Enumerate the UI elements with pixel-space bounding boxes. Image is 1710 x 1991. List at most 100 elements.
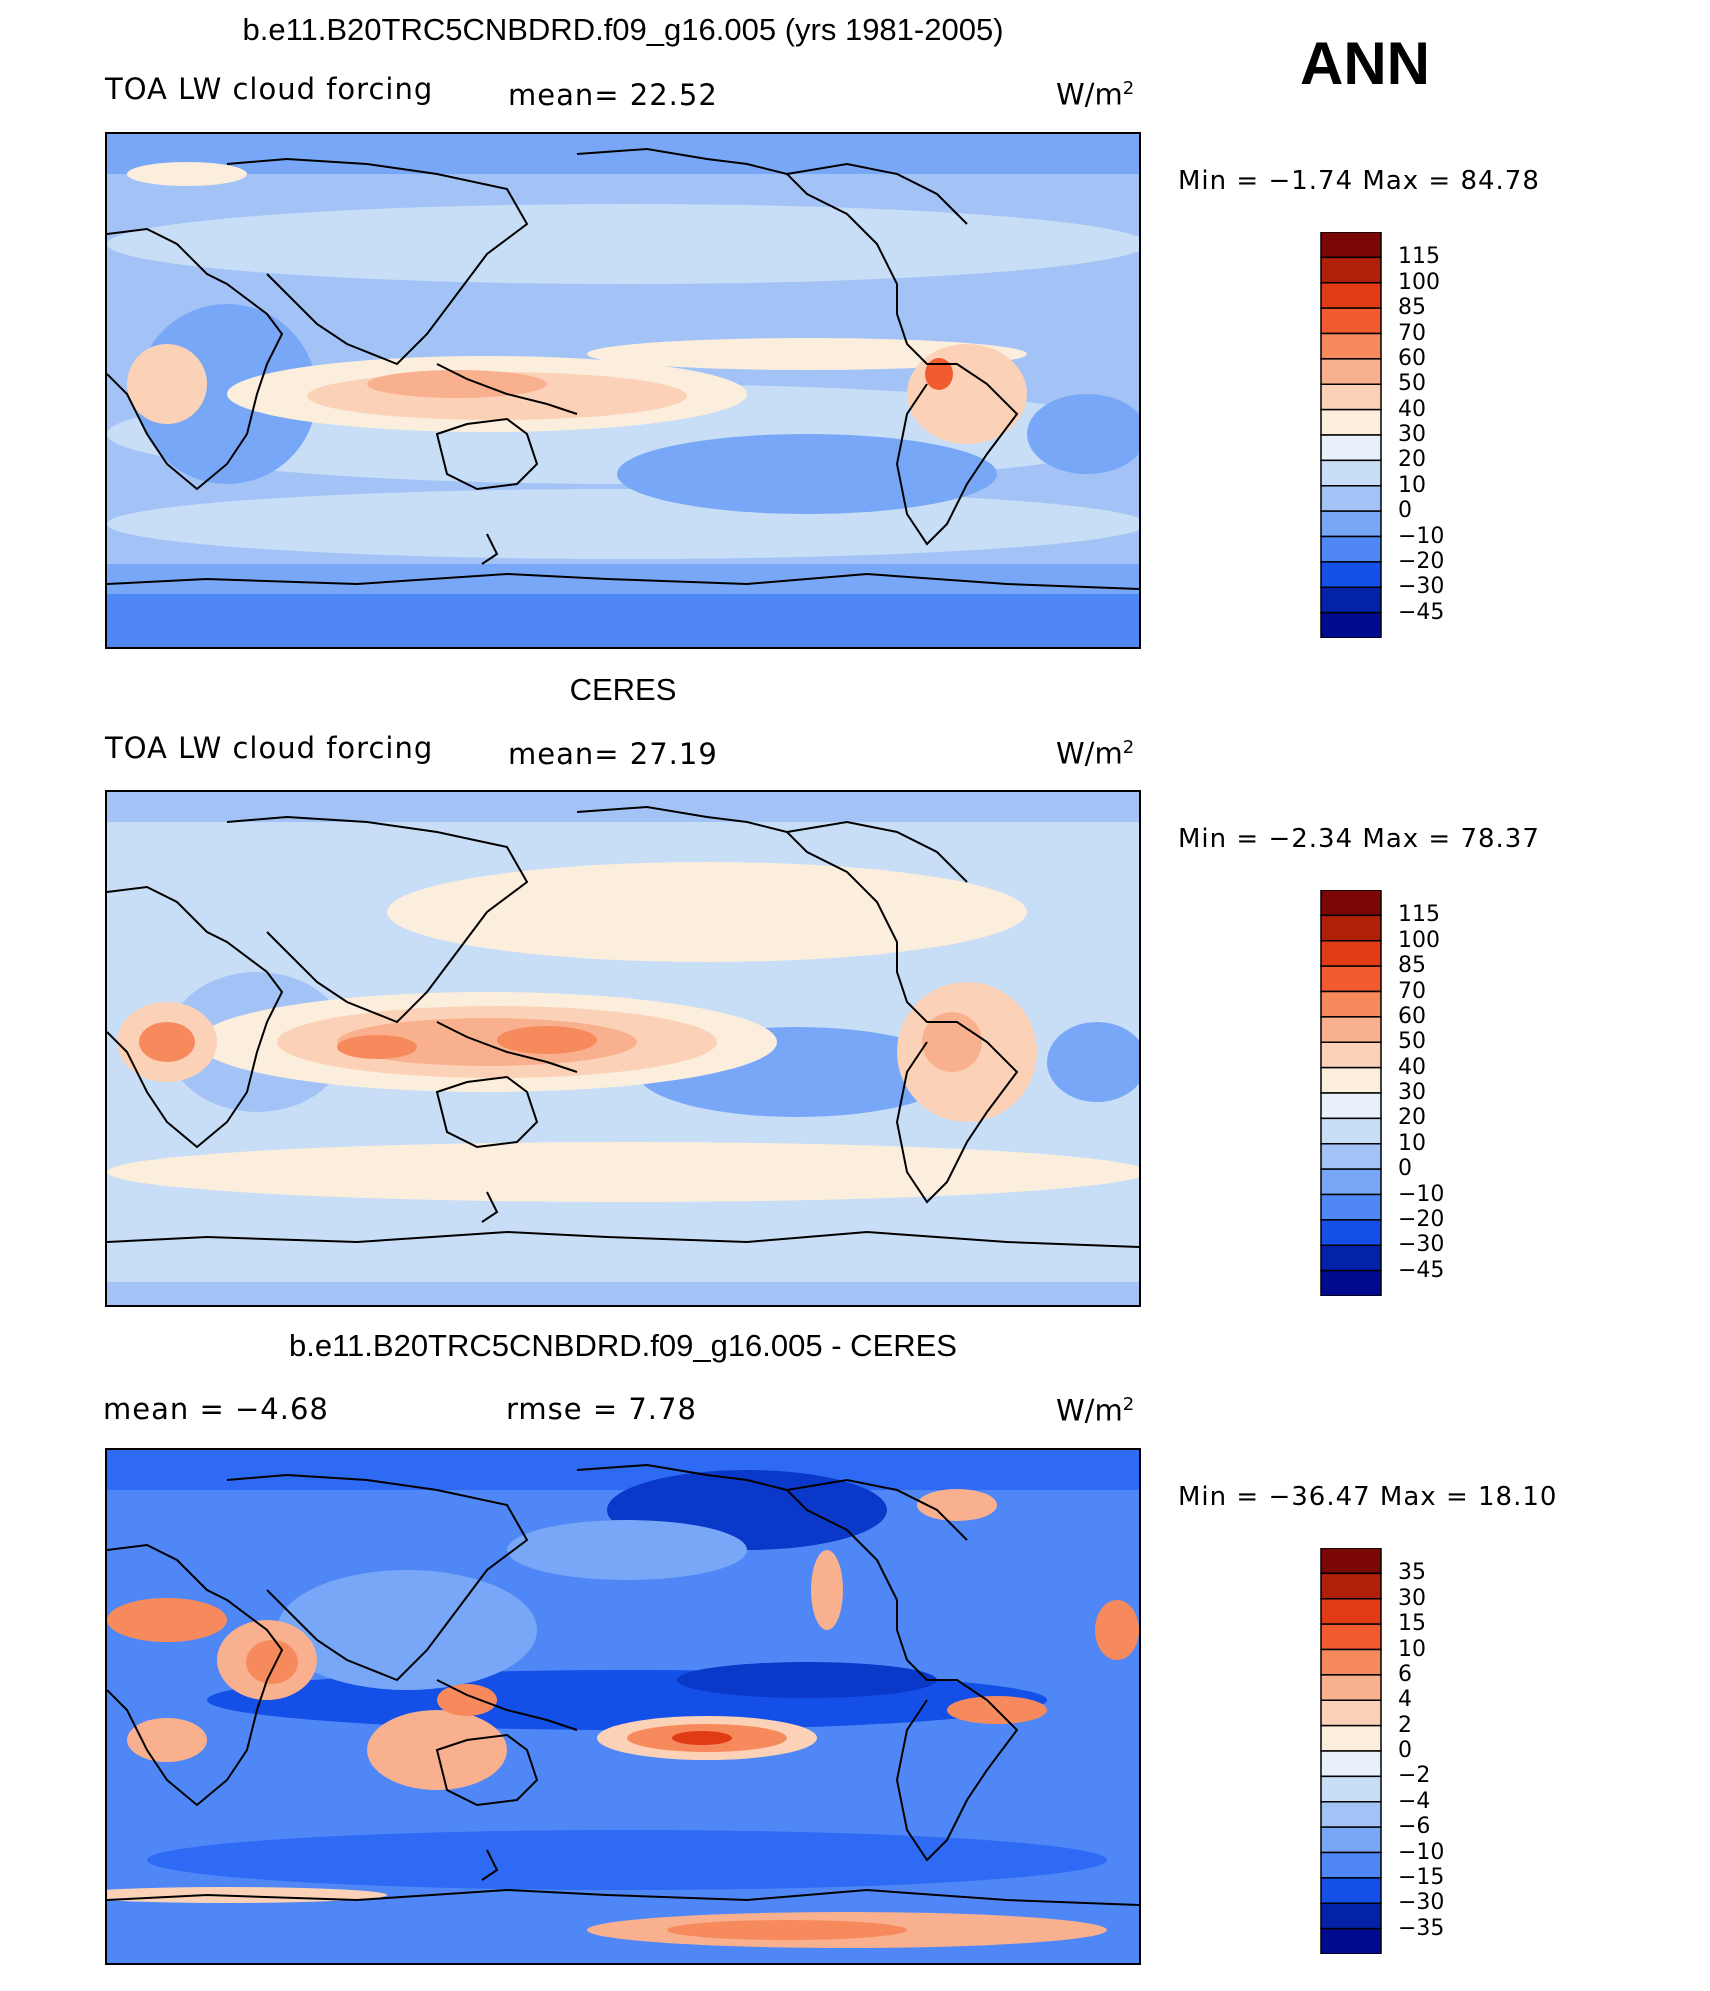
colorbar-box xyxy=(1320,940,1382,967)
colorbar-box xyxy=(1320,1851,1382,1879)
arctic-band xyxy=(107,792,1139,822)
colorbar-label: −10 xyxy=(1398,1839,1445,1865)
colorbar-label: 100 xyxy=(1398,927,1440,953)
itcz-east xyxy=(587,338,1027,370)
colorbar-box xyxy=(1320,586,1382,614)
coastlines xyxy=(107,147,1139,590)
colorbar-box xyxy=(1320,1826,1382,1854)
panel-3-map xyxy=(105,1448,1141,1965)
colorbar-label: 10 xyxy=(1398,472,1426,498)
panel-1-minmax: Min = −1.74 Max = 84.78 xyxy=(1178,166,1540,196)
colorbar-box xyxy=(1320,990,1382,1018)
coastlines xyxy=(107,805,1139,1248)
colorbar-box xyxy=(1320,383,1382,411)
colorbar-box xyxy=(1320,1193,1382,1221)
panel-3-title: b.e11.B20TRC5CNBDRD.f09_g16.005 - CERES xyxy=(289,1328,957,1363)
colorbar-label: −10 xyxy=(1398,523,1445,549)
season-label: ANN xyxy=(1300,30,1430,97)
colorbar-label: 30 xyxy=(1398,1585,1426,1611)
colorbar-box xyxy=(1320,1548,1382,1575)
colorbar-box xyxy=(1320,1244,1382,1272)
colorbar-label: −45 xyxy=(1398,1257,1445,1283)
colorbar-label: 20 xyxy=(1398,1105,1426,1131)
colorbar-label: −30 xyxy=(1398,1890,1445,1916)
amazon xyxy=(907,344,1027,444)
maritime-positive xyxy=(437,1684,497,1716)
colorbar-label: 70 xyxy=(1398,320,1426,346)
north-pacific-band xyxy=(107,204,1139,284)
arctic-band xyxy=(107,134,1139,174)
colorbar-box xyxy=(1320,1801,1382,1828)
nh-warm-patch xyxy=(127,162,247,186)
colorbar-label: −2 xyxy=(1398,1763,1431,1789)
panel-3-rmse-label: rmse = 7.78 xyxy=(506,1392,697,1426)
southern-low xyxy=(147,1830,1107,1890)
colombia-max xyxy=(925,358,953,390)
colorbar-box xyxy=(1320,1775,1382,1803)
panel-1-title: b.e11.B20TRC5CNBDRD.f09_g16.005 (yrs 198… xyxy=(242,12,1004,47)
southern-band xyxy=(107,489,1139,559)
se-pacific-low xyxy=(617,434,997,514)
congo xyxy=(127,344,207,424)
colorbar-label: −6 xyxy=(1398,1814,1431,1840)
panel-3-mean-label: mean = −4.68 xyxy=(103,1392,329,1426)
colorbar-box xyxy=(1320,535,1382,563)
colorbar-label: 35 xyxy=(1398,1560,1426,1586)
colorbar-label: 30 xyxy=(1398,1080,1426,1105)
antarctic-band xyxy=(107,589,1139,647)
colorbar-box xyxy=(1320,611,1382,638)
panel-1-colorbar xyxy=(1320,232,1382,638)
colorbar-label: 10 xyxy=(1398,1636,1426,1662)
panel-1-variable-label: TOA LW cloud forcing xyxy=(105,72,434,106)
colorbar-box xyxy=(1320,358,1382,385)
units-sup: 2 xyxy=(1122,78,1135,99)
colorbar-box xyxy=(1320,890,1382,917)
colorbar-box xyxy=(1320,1092,1382,1120)
panel-2-map xyxy=(105,790,1141,1307)
colorbar-box xyxy=(1320,1902,1382,1930)
colorbar-box xyxy=(1320,1041,1382,1069)
colorbar-label: 50 xyxy=(1398,371,1426,397)
colorbar-label: 115 xyxy=(1398,902,1440,928)
colorbar-box xyxy=(1320,510,1382,538)
panel-2-colorbar xyxy=(1320,890,1382,1296)
units-text: W/m xyxy=(1056,77,1123,112)
panel-3-map-svg xyxy=(107,1450,1139,1963)
panel-3-units: W/m2 xyxy=(1056,1388,1134,1428)
panel-3-colorbar xyxy=(1320,1548,1382,1954)
colorbar-label: 2 xyxy=(1398,1712,1412,1738)
colorbar-box xyxy=(1320,1219,1382,1246)
europe-edge-positive xyxy=(1095,1600,1139,1660)
amazon-core xyxy=(922,1012,982,1072)
colorbar-box xyxy=(1320,1724,1382,1752)
colorbar-label: −45 xyxy=(1398,599,1445,625)
units-text: W/m xyxy=(1056,736,1123,771)
colorbar-box xyxy=(1320,1066,1382,1094)
panel-2-units: W/m2 xyxy=(1056,731,1134,771)
panel-2-minmax: Min = −2.34 Max = 78.37 xyxy=(1178,824,1540,854)
panel-2-colorbar-svg xyxy=(1320,890,1382,1296)
colorbar-label: 15 xyxy=(1398,1611,1426,1637)
colorbar-label: 50 xyxy=(1398,1029,1426,1055)
panel-1-map xyxy=(105,132,1141,649)
colorbar-label: −4 xyxy=(1398,1788,1431,1814)
central-america-positive xyxy=(811,1550,843,1630)
colorbar-box xyxy=(1320,459,1382,487)
colorbar-box xyxy=(1320,1674,1382,1701)
colorbar-label: 20 xyxy=(1398,447,1426,473)
colorbar-label: −35 xyxy=(1398,1915,1445,1941)
colorbar-box xyxy=(1320,232,1382,259)
colorbar-label: 6 xyxy=(1398,1661,1412,1687)
colorbar-box xyxy=(1320,256,1382,284)
colorbar-box xyxy=(1320,1699,1382,1727)
units-text: W/m xyxy=(1056,1393,1123,1428)
colorbar-box xyxy=(1320,485,1382,512)
colorbar-box xyxy=(1320,1143,1382,1170)
panel-1-map-svg xyxy=(107,134,1139,647)
colorbar-box xyxy=(1320,332,1382,360)
colorbar-box xyxy=(1320,1016,1382,1043)
colorbar-box xyxy=(1320,1750,1382,1778)
units-sup: 2 xyxy=(1122,737,1135,758)
s-pacific-core xyxy=(672,1731,732,1745)
colorbar-label: −10 xyxy=(1398,1181,1445,1207)
